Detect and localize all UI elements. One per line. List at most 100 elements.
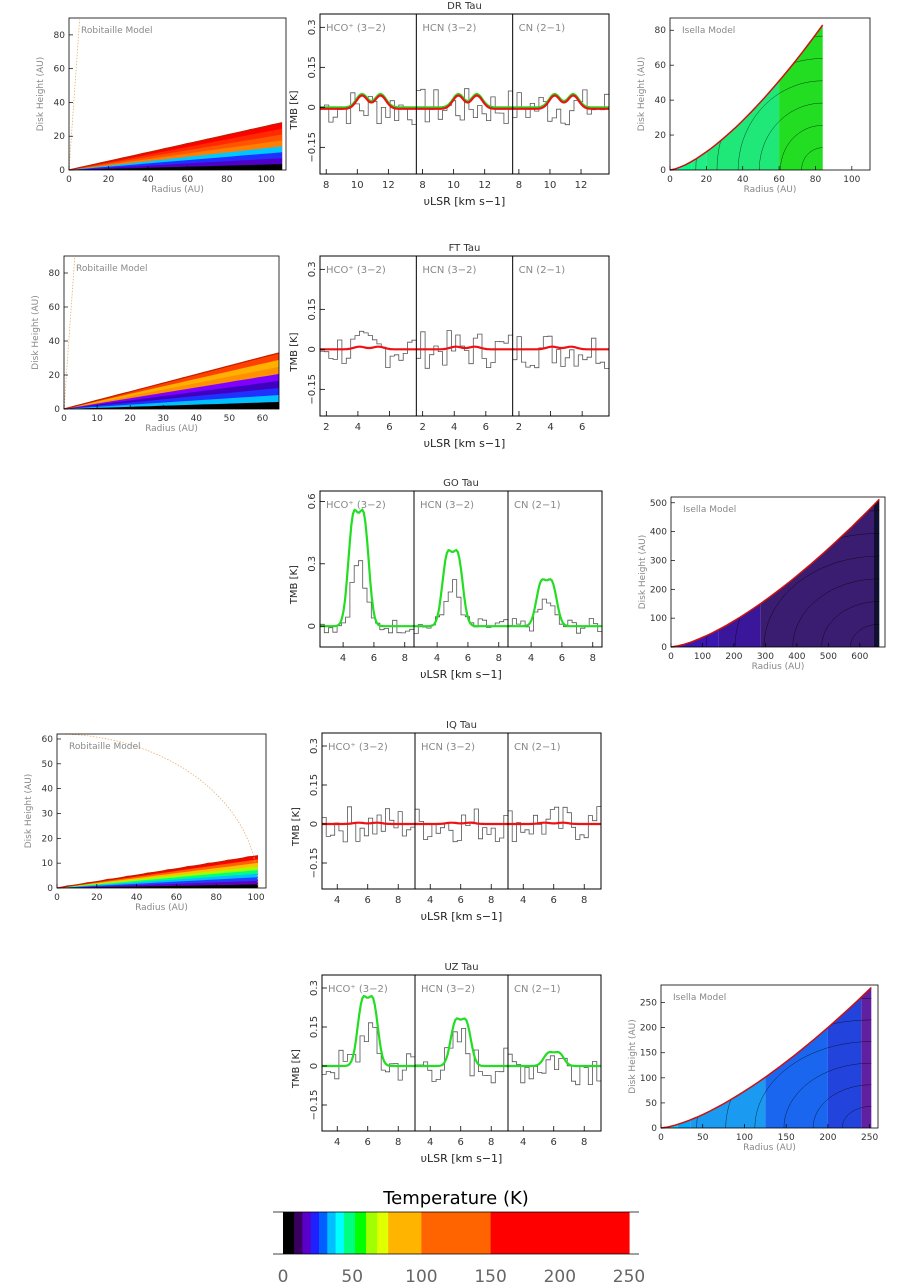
- spectrum-title: FT Tau: [449, 243, 481, 254]
- x-tick-label: 2: [323, 422, 329, 433]
- disk-frame: [56, 733, 267, 889]
- density-contour: [850, 624, 880, 648]
- colorbar-segment: [343, 1212, 356, 1254]
- colorbar-segment: [283, 1212, 295, 1254]
- model-red-line: [322, 821, 415, 826]
- x-tick-label: 40: [131, 893, 143, 903]
- x-tick-label: 100: [736, 1133, 753, 1143]
- disk-panel: Isella Model 0 100 200 300 400 500 600 0 100 200 30…: [638, 496, 886, 672]
- y-tick-label: 400: [650, 528, 667, 538]
- x-tick-label: 2: [419, 422, 425, 433]
- density-contour: [754, 1041, 872, 1129]
- disk-frame: [68, 17, 287, 171]
- model-green-line: [414, 548, 508, 628]
- temperature-band: [779, 25, 823, 170]
- spectrum-histogram: [508, 598, 602, 634]
- line-label: CN (2−1): [519, 265, 566, 276]
- y-tick-label: 60: [54, 65, 66, 75]
- y-tick-label: 10: [42, 859, 54, 869]
- temperature-band: [827, 997, 862, 1128]
- model-green-line: [508, 577, 602, 628]
- disk-panel: Isella Model 0 50 100 150 200 250 0 50 100 150 200 2…: [628, 984, 879, 1153]
- disk-surface-line: [56, 855, 259, 889]
- y-tick-label: −0.15: [307, 132, 318, 163]
- spectrum-histogram: [415, 808, 508, 843]
- x-axis-label: υLSR [km s−1]: [420, 668, 502, 681]
- disk-surface-line: [63, 352, 280, 410]
- model-label: Robitaille Model: [76, 264, 148, 274]
- y-tick-label: 0: [651, 1124, 657, 1134]
- model-label: Robitaille Model: [81, 26, 153, 36]
- model-label: Isella Model: [683, 505, 736, 515]
- disk-frame: [670, 496, 886, 648]
- y-tick-label: 40: [655, 96, 667, 106]
- line-label: HCO⁺ (3−2): [328, 742, 388, 753]
- x-axis-label: υLSR [km s−1]: [421, 1152, 503, 1165]
- line-label: HCN (3−2): [422, 23, 476, 34]
- x-tick-label: 60: [257, 414, 269, 424]
- x-tick-label: 8: [419, 180, 425, 191]
- x-tick-label: 0: [54, 893, 60, 903]
- y-tick-label: 100: [650, 614, 667, 624]
- x-tick-label: 40: [737, 175, 749, 185]
- y-tick-label: 0.15: [309, 774, 320, 796]
- x-tick-label: 4: [334, 1137, 340, 1148]
- x-tick-label: 8: [581, 895, 587, 906]
- x-tick-label: 4: [520, 895, 526, 906]
- colorbar-tick-label: 200: [544, 1267, 576, 1285]
- y-tick-label: 0.3: [307, 261, 318, 277]
- x-tick-label: 6: [483, 422, 489, 433]
- colorbar-tick-label: 250: [613, 1267, 645, 1285]
- y-tick-label: 30: [42, 809, 54, 819]
- temperature-band: [873, 499, 880, 647]
- y-axis-label: TMB [K]: [289, 332, 300, 372]
- y-tick-label: 20: [42, 834, 54, 844]
- density-contour: [841, 1106, 872, 1129]
- y-tick-label: 0: [307, 104, 318, 110]
- x-tick-label: 12: [575, 180, 588, 191]
- y-tick-label: 300: [650, 556, 667, 566]
- disk-frame: [63, 255, 280, 410]
- model-green-line: [320, 508, 414, 628]
- density-contour: [821, 601, 880, 648]
- colorbar-segment: [421, 1212, 492, 1254]
- y-tick-label: 50: [646, 1099, 658, 1109]
- spectrum-title: DR Tau: [447, 1, 482, 12]
- x-tick-label: 500: [820, 652, 837, 662]
- spectrum-histogram: [322, 1022, 415, 1081]
- disk-surface-line: [68, 122, 283, 171]
- line-label: HCN (3−2): [421, 984, 475, 995]
- density-contour: [792, 578, 880, 648]
- y-axis-label: Disk Height (AU): [31, 295, 41, 370]
- model-red-line: [512, 94, 609, 110]
- y-tick-label: 0: [661, 643, 667, 653]
- line-label: CN (2−1): [514, 984, 561, 995]
- model-red-line: [416, 345, 513, 351]
- y-axis-label: Disk Height (AU): [36, 57, 46, 132]
- density-contour: [780, 125, 823, 171]
- x-tick-label: 8: [488, 1137, 494, 1148]
- line-label: CN (2−1): [514, 742, 561, 753]
- temperature-band: [671, 644, 684, 647]
- x-tick-label: 4: [340, 653, 346, 664]
- x-axis-label: Radius (AU): [135, 903, 188, 913]
- spectrum-title: GO Tau: [443, 478, 479, 489]
- x-tick-label: 20: [103, 175, 115, 185]
- colorbar-tick-label: 100: [405, 1267, 437, 1285]
- x-axis-label: Radius (AU): [752, 662, 805, 672]
- y-tick-label: 60: [49, 303, 61, 313]
- y-tick-label: 0: [660, 166, 666, 176]
- x-tick-label: 8: [395, 1137, 401, 1148]
- spectrum-histogram: [512, 89, 609, 126]
- y-tick-label: 200: [640, 1024, 657, 1034]
- stellar-surface-trace: [68, 19, 81, 171]
- density-contour: [783, 1062, 872, 1129]
- spectrum-frame: [321, 732, 602, 890]
- y-tick-label: −0.15: [309, 1090, 320, 1121]
- spectrum-histogram: [320, 330, 417, 368]
- y-axis-label: TMB [K]: [289, 90, 300, 130]
- model-green-line: [322, 994, 415, 1068]
- model-label: Isella Model: [673, 993, 726, 1003]
- x-tick-label: 200: [819, 1133, 836, 1143]
- temperature-band: [760, 504, 874, 647]
